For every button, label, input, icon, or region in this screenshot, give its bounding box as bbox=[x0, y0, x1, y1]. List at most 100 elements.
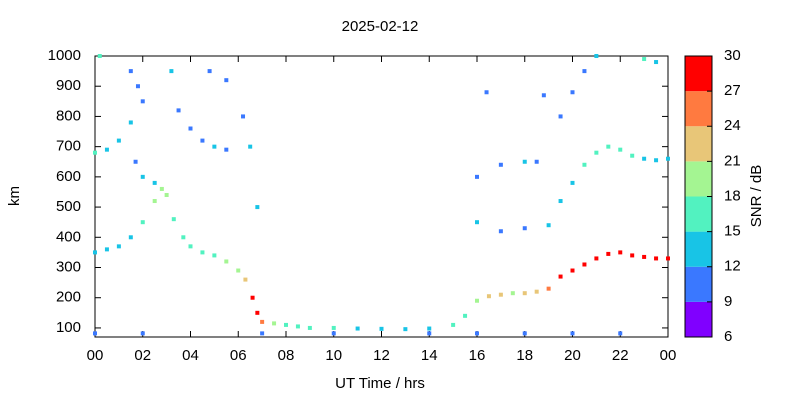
data-pixel bbox=[135, 84, 140, 89]
data-pixel bbox=[630, 253, 635, 258]
colorbar-tick-label: 27 bbox=[724, 82, 741, 99]
data-pixel bbox=[133, 159, 138, 164]
y-tick-label: 800 bbox=[56, 107, 81, 124]
data-pixel bbox=[116, 244, 121, 249]
data-pixel bbox=[212, 144, 217, 149]
data-pixel bbox=[522, 291, 527, 296]
data-pixel bbox=[522, 226, 527, 231]
y-tick-label: 400 bbox=[56, 228, 81, 245]
data-pixel bbox=[116, 138, 121, 143]
plot-frame bbox=[94, 55, 669, 338]
colorbar-tick-label: 6 bbox=[724, 328, 732, 345]
data-pixel bbox=[606, 144, 611, 149]
data-pixel bbox=[522, 331, 527, 336]
data-pixel bbox=[510, 291, 515, 296]
data-pixel bbox=[224, 78, 229, 83]
data-pixel bbox=[570, 268, 575, 273]
data-pixel bbox=[260, 319, 265, 324]
data-pixel bbox=[498, 229, 503, 234]
data-pixel bbox=[104, 247, 109, 252]
data-pixel bbox=[486, 294, 491, 299]
data-pixel bbox=[498, 292, 503, 297]
data-pixel bbox=[618, 250, 623, 255]
data-pixel bbox=[140, 331, 145, 336]
x-tick-label: 10 bbox=[325, 347, 342, 364]
data-pixel bbox=[618, 147, 623, 152]
data-pixel bbox=[295, 324, 300, 329]
data-pixel bbox=[666, 156, 670, 161]
data-pixel bbox=[140, 174, 145, 179]
x-tick-label: 16 bbox=[469, 347, 486, 364]
y-tick-label: 100 bbox=[56, 319, 81, 336]
y-tick-label: 500 bbox=[56, 198, 81, 215]
y-tick-label: 600 bbox=[56, 168, 81, 185]
colorbar-segment bbox=[685, 126, 712, 162]
y-tick-label: 1000 bbox=[48, 47, 81, 64]
data-pixel bbox=[307, 325, 312, 330]
data-pixel bbox=[128, 69, 133, 74]
x-tick-label: 20 bbox=[564, 347, 581, 364]
data-pixel bbox=[618, 331, 623, 336]
colorbar-tick-label: 21 bbox=[724, 152, 741, 169]
colorbar-segment bbox=[685, 161, 712, 197]
data-pixel bbox=[236, 268, 241, 273]
data-pixel bbox=[224, 259, 229, 264]
colorbar-segment bbox=[685, 231, 712, 267]
data-pixel bbox=[630, 153, 635, 158]
data-pixel bbox=[224, 147, 229, 152]
data-pixel bbox=[152, 199, 157, 204]
data-pixel bbox=[654, 256, 659, 261]
data-pixel bbox=[606, 251, 611, 256]
data-pixel bbox=[260, 331, 265, 336]
x-tick-label: 14 bbox=[421, 347, 438, 364]
data-pixel bbox=[243, 277, 248, 282]
data-pixel bbox=[188, 244, 193, 249]
colorbar-tick-label: 12 bbox=[724, 258, 741, 275]
data-pixel bbox=[181, 235, 186, 240]
data-pixel bbox=[152, 180, 157, 185]
y-tick-label: 200 bbox=[56, 289, 81, 306]
y-axis-label: km bbox=[6, 186, 23, 206]
data-pixel bbox=[241, 114, 246, 119]
colorbar-segment bbox=[685, 301, 712, 337]
data-pixel bbox=[140, 99, 145, 104]
colorbar-segment bbox=[685, 91, 712, 127]
data-pixel bbox=[546, 286, 551, 291]
data-pixel bbox=[93, 150, 97, 155]
data-pixel bbox=[427, 326, 432, 331]
data-pixel bbox=[642, 156, 647, 161]
x-tick-label: 02 bbox=[134, 347, 151, 364]
data-pixel bbox=[594, 54, 599, 58]
x-tick-label: 18 bbox=[516, 347, 533, 364]
data-pixel bbox=[498, 162, 503, 167]
data-pixel bbox=[97, 54, 102, 58]
data-pixel bbox=[427, 331, 432, 336]
data-pixel bbox=[207, 69, 212, 74]
data-pixel bbox=[355, 326, 360, 331]
data-pixel bbox=[250, 295, 255, 300]
colorbar-label: SNR / dB bbox=[748, 165, 765, 228]
data-pixel bbox=[558, 114, 563, 119]
data-pixel bbox=[654, 60, 659, 65]
data-pixel bbox=[558, 199, 563, 204]
data-pixel bbox=[403, 327, 408, 332]
data-pixel bbox=[570, 331, 575, 336]
data-pixel bbox=[176, 108, 181, 113]
colorbar-tick-label: 18 bbox=[724, 187, 741, 204]
data-pixel bbox=[594, 256, 599, 261]
data-pixel bbox=[255, 205, 260, 210]
data-pixel bbox=[169, 69, 174, 74]
x-tick-label: 00 bbox=[660, 347, 677, 364]
data-pixel bbox=[93, 250, 97, 255]
data-pixel bbox=[570, 180, 575, 185]
data-pixel bbox=[171, 217, 176, 222]
colorbar-tick-label: 9 bbox=[724, 293, 732, 310]
data-pixel bbox=[534, 289, 539, 294]
data-pixel bbox=[654, 158, 659, 163]
x-axis-label: UT Time / hrs bbox=[335, 375, 425, 392]
data-pixel bbox=[558, 274, 563, 279]
data-pixel bbox=[484, 90, 489, 95]
data-pixel bbox=[164, 192, 169, 197]
data-pixel bbox=[331, 325, 336, 330]
